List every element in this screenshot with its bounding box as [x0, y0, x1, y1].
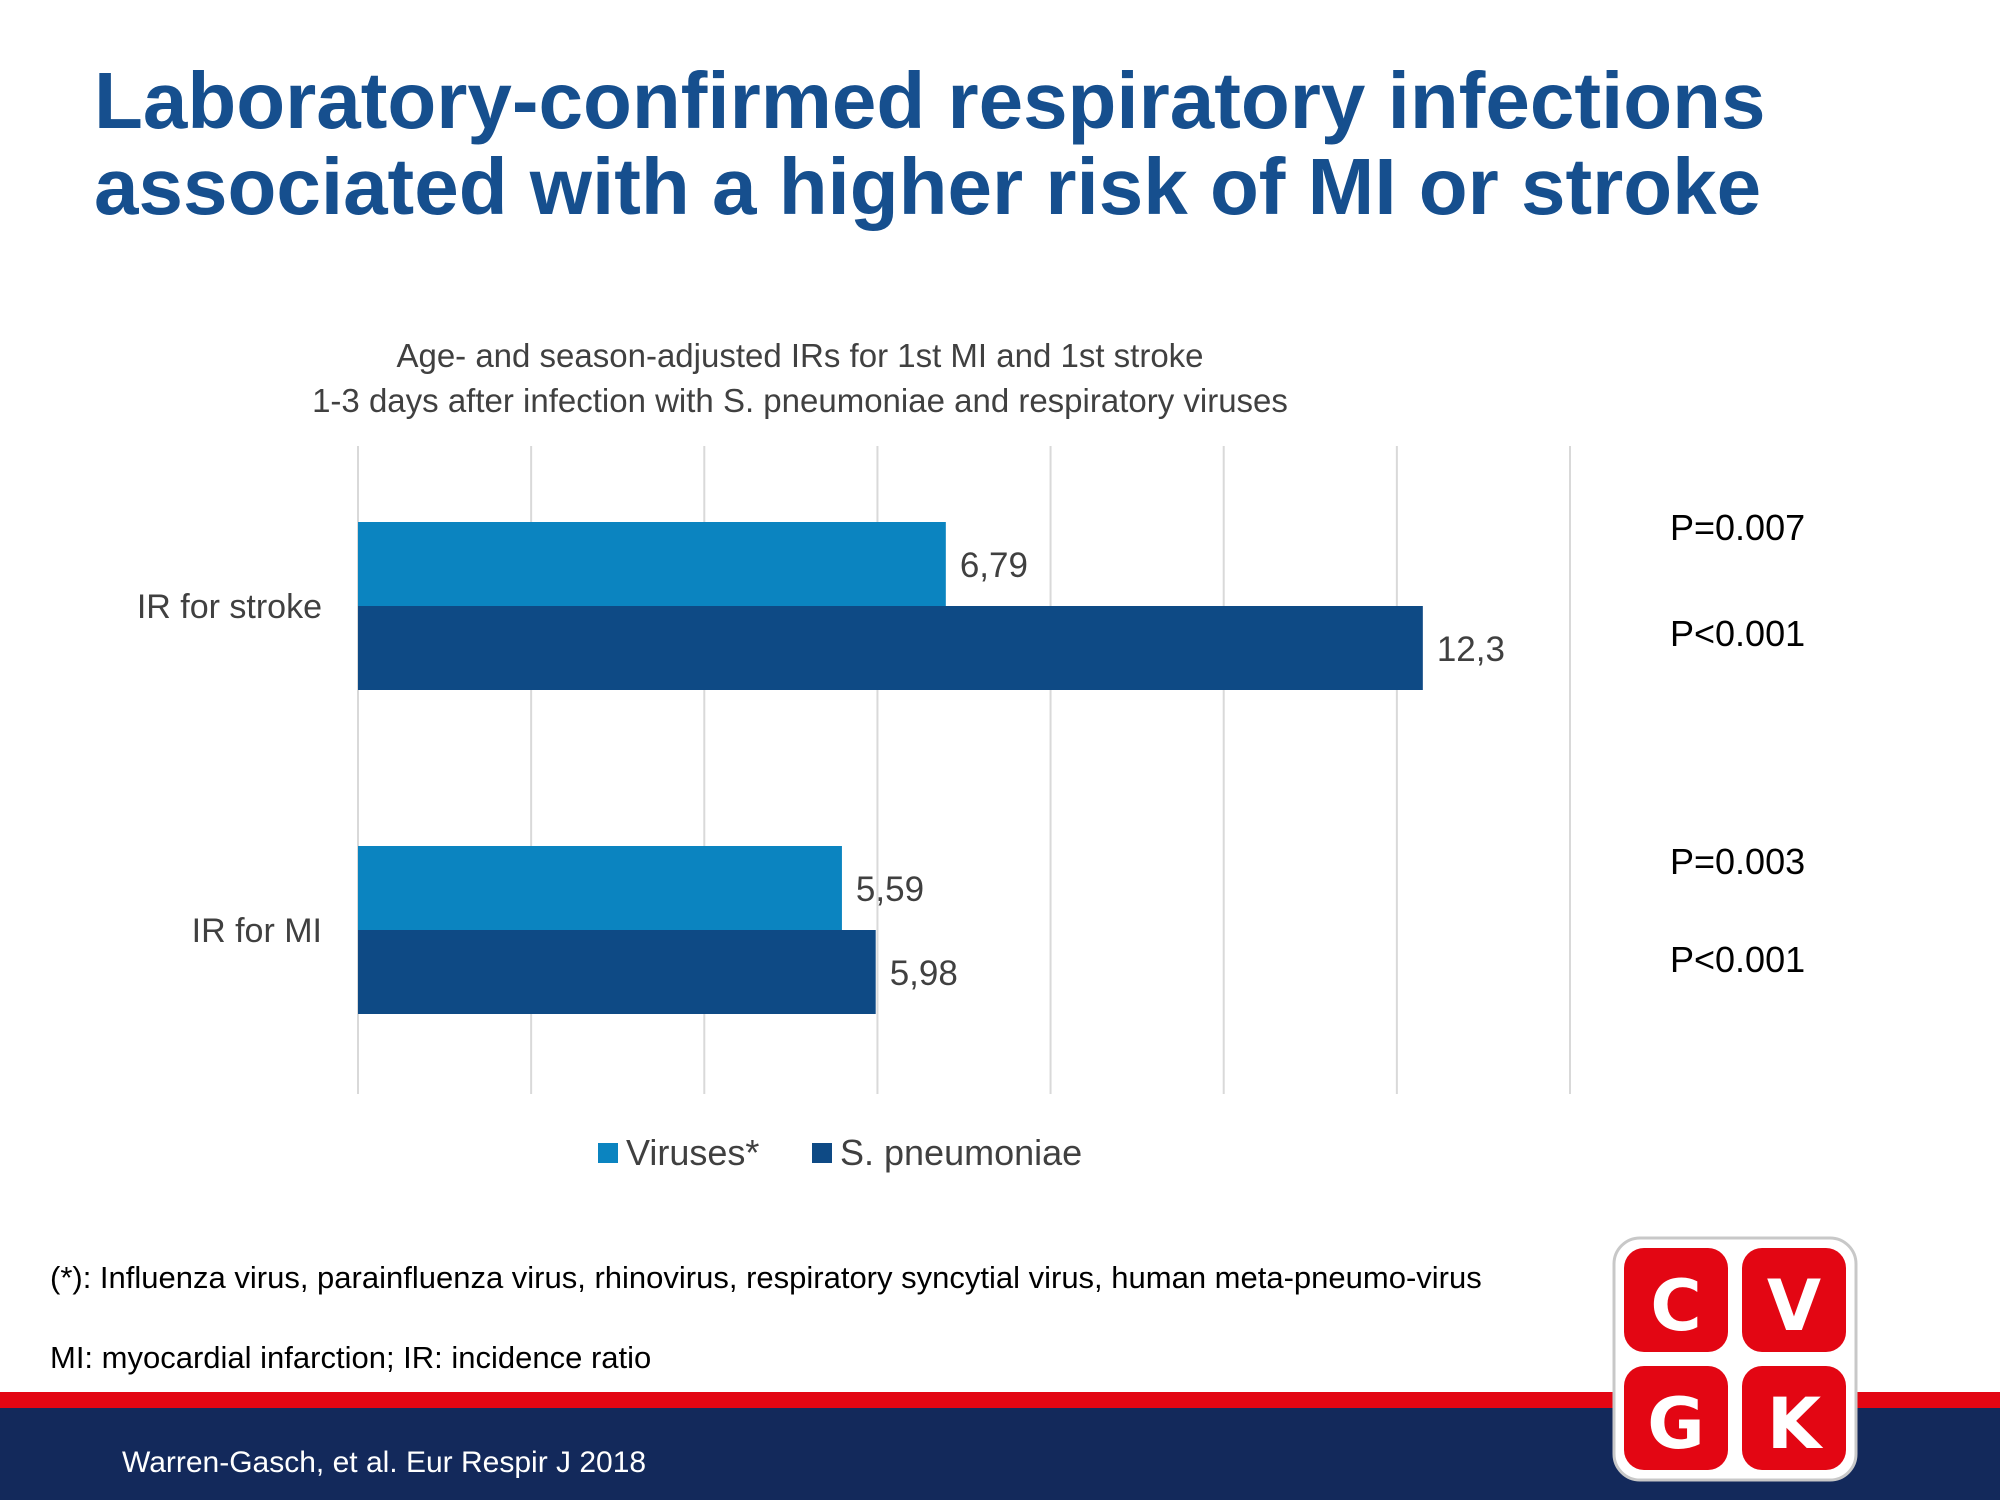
logo-quadrant	[1742, 1366, 1846, 1470]
category-labels: IR for stroke IR for MI	[137, 588, 322, 950]
slide-title: Laboratory-confirmed respiratory infecti…	[94, 58, 1954, 230]
legend-label: S. pneumoniae	[840, 1132, 1082, 1173]
red-stripe	[0, 1392, 2000, 1408]
bar-value-label: 5,59	[856, 870, 924, 909]
logo-quadrant	[1742, 1248, 1846, 1352]
bar	[358, 846, 842, 930]
slide-title-line: Laboratory-confirmed respiratory infecti…	[94, 56, 1766, 145]
bar	[358, 522, 946, 606]
bar-labels: 6,79 12,3 5,59 5,98	[856, 546, 1505, 993]
logo-letter-v: V	[1767, 1265, 1821, 1347]
logo-letter-g: G	[1647, 1383, 1704, 1465]
bar	[358, 930, 876, 1014]
legend-label: Viruses*	[626, 1132, 759, 1173]
logo-quadrant	[1624, 1248, 1728, 1352]
legend-swatch	[812, 1143, 832, 1163]
footnote-viruses: (*): Influenza virus, parainfluenza viru…	[50, 1260, 1482, 1295]
logo-letter-c: C	[1650, 1265, 1701, 1347]
slide-title-line: associated with a higher risk of MI or s…	[94, 142, 1762, 231]
bar	[358, 606, 1423, 690]
p-value-label: P=0.007	[1670, 507, 1805, 548]
ir-bar-chart: Age- and season-adjusted IRs for 1st MI …	[137, 337, 1805, 1173]
bar-value-label: 6,79	[960, 546, 1028, 585]
bars	[358, 522, 1423, 1014]
cvgk-logo: C V G K	[1612, 1236, 1858, 1482]
legend-swatch	[598, 1143, 618, 1163]
logo-letter-k: K	[1767, 1383, 1824, 1465]
bar-value-label: 5,98	[890, 954, 958, 993]
p-value-label: P<0.001	[1670, 613, 1805, 654]
citation: Warren-Gasch, et al. Eur Respir J 2018	[122, 1446, 647, 1479]
chart-title: Age- and season-adjusted IRs for 1st MI …	[396, 337, 1203, 374]
p-value-label: P=0.003	[1670, 841, 1805, 882]
chart-subtitle: 1-3 days after infection with S. pneumon…	[312, 382, 1288, 419]
footnote-abbreviations: MI: myocardial infarction; IR: incidence…	[50, 1340, 652, 1375]
bar-value-label: 12,3	[1437, 630, 1505, 669]
p-value-label: P<0.001	[1670, 939, 1805, 980]
legend: Viruses* S. pneumoniae	[598, 1132, 1082, 1173]
gridlines	[357, 446, 1571, 1094]
p-value-labels: P=0.007 P=0.003 P<0.001 P<0.001	[1670, 507, 1805, 980]
category-label: IR for MI	[192, 912, 322, 950]
logo-quadrant	[1624, 1366, 1728, 1470]
category-label: IR for stroke	[137, 588, 322, 626]
